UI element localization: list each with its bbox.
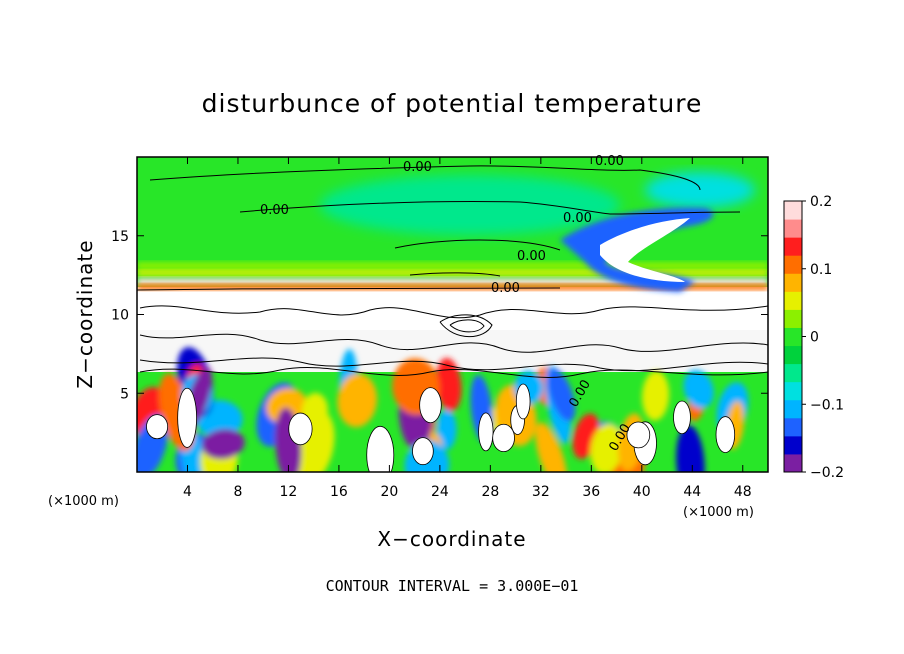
y-tick-label: 15 [111,229,129,245]
contour-line [139,367,768,378]
eddy-core [177,387,197,448]
colorbar-tick-label: −0.1 [810,397,844,413]
y-tick-label: 10 [111,308,129,324]
contour-label: 0.00 [491,281,520,296]
eddy-core [515,383,531,420]
chart-title: disturbunce of potential temperature [202,89,703,118]
warm-strip [137,278,768,286]
eddy-blob [590,423,623,472]
y-tick-label: 5 [120,386,129,402]
x-tick-label: 36 [582,484,600,500]
eddy-blob [676,424,705,472]
lower-eddy-cores [146,383,736,472]
colorbar-segment [784,345,802,365]
x-unit-right: (×1000 m) [683,505,754,520]
eddy-blob [436,409,457,450]
eddy-core [366,425,395,472]
x-tick-label: 8 [233,484,242,500]
eddy-blob [436,357,462,412]
colorbar-segment [784,399,802,419]
eddy-blob [337,373,377,428]
eddy-core [419,387,442,424]
eddy-core [492,423,515,453]
colorbar-segment [784,327,802,347]
colorbar-segment [784,381,802,401]
x-axis: 4 8 12 16 20 24 28 32 36 40 44 48 [183,157,752,500]
eddy-blob [642,370,670,421]
colorbar-tick-label: 0 [810,330,819,346]
eddy-core [715,416,736,454]
eddy-core [673,400,691,435]
contour-line [149,165,701,191]
eddy-core [626,421,651,449]
colorbar-segment [784,291,802,310]
contour-line [139,333,768,353]
x-tick-label: 16 [330,484,348,500]
x-tick-label: 48 [734,484,752,500]
warm-strip [137,262,768,270]
contour-line [439,314,493,338]
eddy-blob [683,369,714,409]
x-tick-label: 44 [683,484,701,500]
heatmap-field [137,157,768,472]
x-tick-label: 24 [431,484,449,500]
eddy-core [412,437,434,466]
eddy-blob [201,429,245,460]
x-tick-label: 32 [532,484,550,500]
eddy-core [288,412,313,446]
x-tick-label: 40 [633,484,651,500]
contour-label: 0.00 [260,203,289,218]
colorbar-tick-label: 0.2 [810,194,832,210]
contour-label: 0.00 [517,249,546,264]
contour-label: 0.00 [595,154,624,169]
colorbar-segment [784,201,802,220]
x-unit-left: (×1000 m) [48,494,119,509]
x-tick-label: 4 [183,484,192,500]
colorbar-segment [784,237,802,256]
eddy-core [478,412,494,452]
colorbar-segment [784,309,802,328]
colorbar-ticks: 0.2 0.1 0 −0.1 −0.2 [802,194,844,481]
contour-lines [137,165,768,378]
colorbar [784,201,802,473]
x-axis-label: X−coordinate [377,527,526,551]
warm-strip [137,284,768,290]
eddy-core [146,414,169,440]
contour-line [394,239,561,251]
colorbar-segment [784,219,802,238]
cold-tongue-core [600,218,690,282]
eddy-blob [535,422,567,472]
contour-line [139,305,768,319]
colorbar-segment [784,417,802,437]
contour-line [449,319,485,333]
contour-label: 0.00 [563,211,592,226]
contour-label-group: 0.00 0.00 0.00 0.00 0.00 0.00 0.00 0.00 [260,154,634,454]
contour-line [239,201,741,215]
colorbar-segment [784,255,802,274]
y-axis: 5 10 15 [111,229,768,402]
x-tick-label: 20 [380,484,398,500]
colorbar-tick-label: 0.1 [810,262,832,278]
upper-cyan-patch [320,175,620,235]
x-tick-label: 12 [280,484,298,500]
contour-interval-note: CONTOUR INTERVAL = 3.000E−01 [326,577,579,595]
colorbar-segment [784,273,802,292]
contour-label: 0.00 [403,160,432,175]
colorbar-segment [784,363,802,383]
colorbar-segment [784,435,802,455]
x-tick-label: 28 [481,484,499,500]
colorbar-tick-label: −0.2 [810,465,844,481]
contour-line [409,272,501,277]
eddy-blob [547,368,576,422]
y-axis-label: Z−coordinate [73,239,97,388]
colorbar-segment [784,453,802,473]
contour-line [139,357,768,372]
